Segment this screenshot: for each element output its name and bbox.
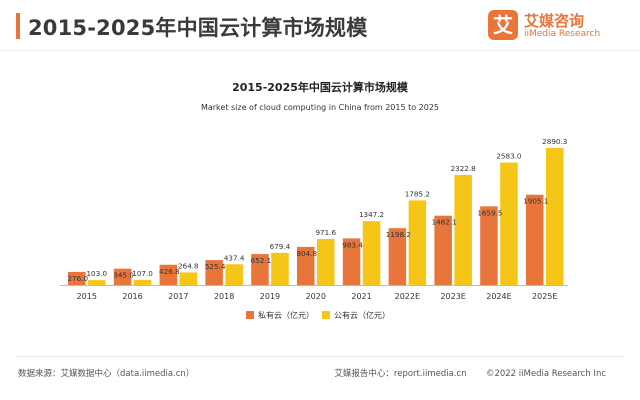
data-label-public: 264.8 (178, 261, 199, 270)
header-divider (0, 50, 640, 51)
bar-private-cloud (251, 254, 269, 285)
chart-subtitle: Market size of cloud computing in China … (201, 103, 439, 112)
x-tick-label: 2016 (122, 292, 142, 301)
data-label-public: 1347.2 (359, 210, 384, 219)
bar-private-cloud (68, 271, 86, 285)
data-label-public: 107.0 (132, 269, 153, 278)
data-label-private: 345.0 (113, 271, 134, 280)
bar-public-cloud (179, 272, 198, 285)
data-label-public: 971.6 (315, 228, 336, 237)
x-tick-label: 2019 (260, 292, 280, 301)
logo-mark: 艾 (488, 10, 518, 40)
bar-private-cloud (434, 215, 452, 285)
bar-public-cloud (133, 279, 152, 285)
bar-private-cloud (480, 206, 498, 285)
bar-private-cloud (526, 194, 544, 285)
data-label-private: 652.1 (251, 256, 272, 265)
bar-private-cloud (342, 238, 361, 285)
legend-swatch-private (246, 311, 254, 319)
data-label-private: 276.0 (67, 274, 88, 283)
data-label-public: 2322.8 (451, 164, 477, 173)
bar-public-cloud (225, 264, 243, 285)
data-label-public: 679.4 (270, 242, 291, 251)
legend-swatch-public (322, 311, 330, 319)
copyright-text: ©2022 iiMedia Research Inc (485, 369, 606, 379)
bar-private-cloud (297, 246, 315, 285)
data-label-private: 1905.1 (523, 197, 548, 206)
data-label-public: 437.4 (224, 253, 245, 262)
data-label-private: 983.4 (342, 240, 363, 249)
bar-chart: 2015-2025年中国云计算市场规模 Market size of cloud … (60, 80, 568, 320)
data-label-private: 426.8 (159, 267, 180, 276)
data-label-private: 1462.1 (432, 218, 457, 227)
header-accent-bar (16, 13, 20, 39)
footer-divider (16, 356, 624, 357)
footer-credits: 艾媒报告中心：report.iimedia.cn ©2022 iiMedia R… (334, 367, 606, 379)
data-label-public: 2583.0 (496, 152, 522, 161)
data-label-private: 804.8 (296, 249, 317, 258)
x-tick-label: 2015 (77, 292, 97, 301)
data-label-private: 1198.2 (386, 230, 411, 239)
bar-public-cloud (546, 148, 564, 285)
legend-label-private: 私有云（亿元） (258, 310, 314, 320)
bar-public-cloud (408, 200, 427, 285)
bar-public-cloud (500, 162, 518, 285)
x-tick-label: 2025E (532, 292, 557, 301)
page-header: 2015-2025年中国云计算市场规模 艾 艾媒咨询 iiMedia Resea… (0, 0, 640, 48)
x-tick-label: 2022E (395, 292, 420, 301)
bar-public-cloud (362, 221, 381, 285)
data-source-note: 数据来源：艾媒数据中心（data.iimedia.cn） (18, 369, 195, 379)
bar-public-cloud (88, 280, 106, 285)
brand-logo: 艾 艾媒咨询 iiMedia Research (488, 10, 628, 44)
x-tick-label: 2020 (306, 292, 326, 301)
x-tick-label: 2023E (440, 292, 465, 301)
bar-private-cloud (205, 260, 223, 285)
bar-private-cloud (113, 268, 132, 285)
bar-public-cloud (454, 174, 472, 285)
legend-label-public: 公有云（亿元） (334, 310, 390, 320)
bar-private-cloud (388, 228, 407, 285)
page-title: 2015-2025年中国云计算市场规模 (28, 16, 368, 40)
data-label-public: 103.0 (86, 269, 107, 278)
report-center-text: 艾媒报告中心：report.iimedia.cn (334, 369, 467, 379)
x-tick-label: 2017 (168, 292, 188, 301)
logo-name-cn: 艾媒咨询 (524, 12, 585, 30)
bar-private-cloud (159, 264, 178, 285)
bar-public-cloud (271, 252, 289, 285)
data-label-private: 525.4 (205, 262, 226, 271)
bar-public-cloud (317, 238, 335, 285)
data-label-public: 2890.3 (542, 137, 567, 146)
x-tick-label: 2021 (351, 292, 371, 301)
data-label-private: 1659.5 (477, 208, 502, 217)
data-label-public: 1785.2 (405, 189, 430, 198)
x-tick-label: 2018 (214, 292, 234, 301)
logo-name-en: iiMedia Research (524, 29, 601, 39)
chart-title: 2015-2025年中国云计算市场规模 (232, 80, 409, 94)
x-tick-label: 2024E (486, 292, 511, 301)
